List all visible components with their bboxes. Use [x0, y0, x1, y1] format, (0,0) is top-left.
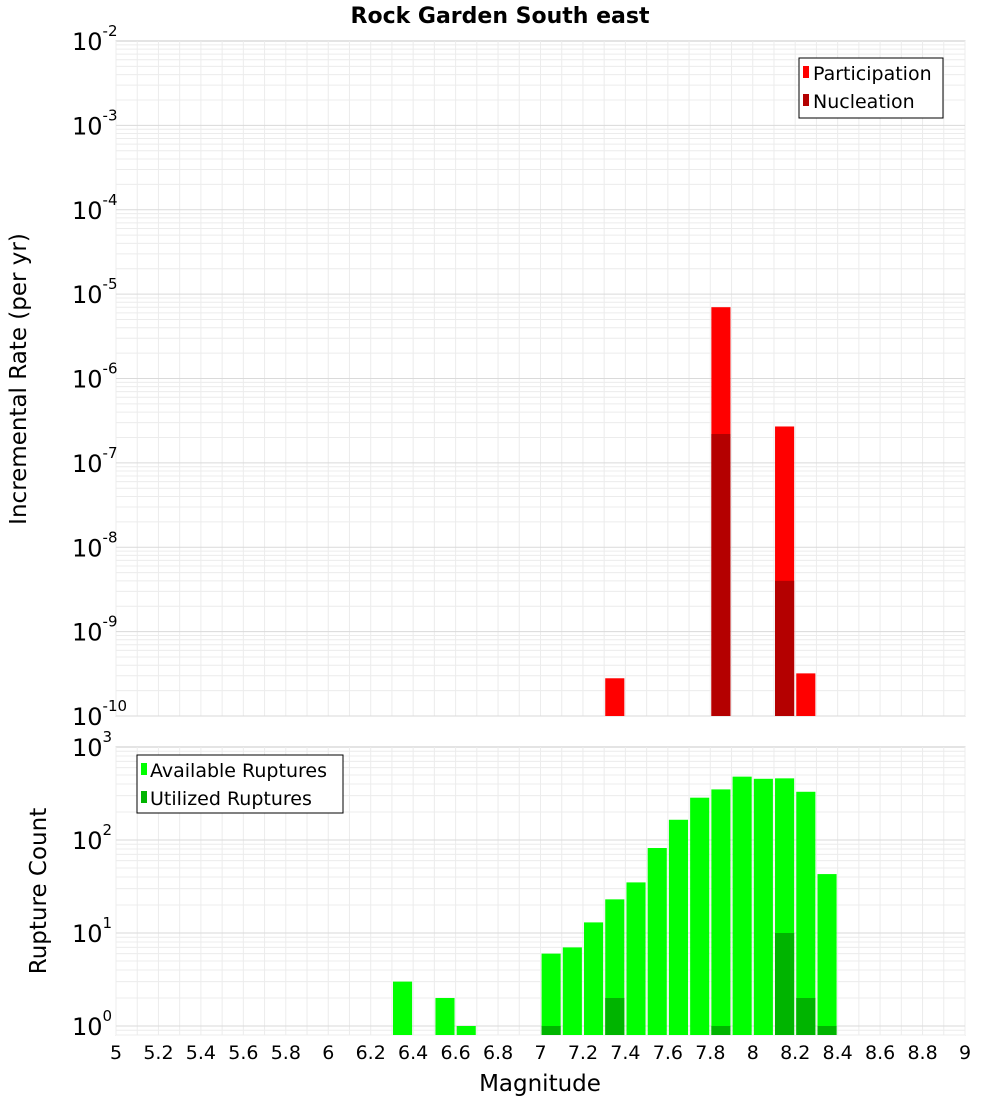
count-bar-available-ruptures	[562, 947, 582, 1035]
rate-legend: Participation Nucleation	[798, 57, 944, 119]
rate-y-tick-label: 10-2	[72, 22, 118, 56]
x-tick-label: 6.2	[356, 1042, 386, 1064]
rate-y-tick-label: 10-4	[72, 191, 118, 225]
x-tick-label: 5.4	[186, 1042, 216, 1064]
count-y-tick-label: 100	[72, 1007, 112, 1041]
rate-y-ticks: 10-10 10-9 10-8 10-7 10-6 10-5 10-4 10-3 10-2	[72, 22, 127, 731]
count-legend-box	[136, 754, 344, 814]
count-bar-available-ruptures	[732, 776, 752, 1035]
utilized-ruptures-legend-swatch	[141, 791, 147, 803]
x-tick-label: 5.8	[271, 1042, 301, 1064]
available-ruptures-legend-swatch	[141, 763, 147, 775]
rate-y-tick-label: 10-7	[72, 444, 118, 478]
participation-legend-swatch	[803, 66, 809, 78]
count-y-ticks: 100 101 102 103	[72, 728, 112, 1041]
count-bar-available-ruptures	[711, 789, 731, 1035]
nucleation-legend-swatch	[803, 94, 809, 106]
count-y-tick-label: 103	[72, 728, 112, 762]
nucleation-legend-label: Nucleation	[813, 91, 915, 113]
rate-bar-participation	[605, 678, 625, 716]
x-tick-label: 5	[110, 1042, 122, 1064]
count-bars	[392, 776, 837, 1035]
x-tick-label: 7.2	[568, 1042, 598, 1064]
x-tick-label: 7	[534, 1042, 546, 1064]
x-tick-label: 7.4	[610, 1042, 640, 1064]
rate-y-tick-label: 10-10	[72, 697, 127, 731]
x-tick-label: 7.8	[695, 1042, 725, 1064]
count-bar-available-ruptures	[392, 981, 413, 1035]
rate-y-tick-label: 10-8	[72, 528, 118, 562]
x-tick-label: 8	[747, 1042, 759, 1064]
rate-y-tick-label: 10-3	[72, 106, 118, 140]
x-tick-label: 8.4	[823, 1042, 853, 1064]
count-panel: 100 101 102 103 5 5.2 5.4 5.6 5.8 6 6.2 6.4 6.6 6.8 7…	[26, 728, 971, 1097]
rate-grid	[115, 41, 966, 717]
count-bar-utilized-ruptures	[711, 1025, 731, 1035]
count-bar-available-ruptures	[626, 882, 646, 1035]
count-bar-available-ruptures	[753, 778, 773, 1035]
count-y-tick-label: 101	[72, 914, 112, 948]
available-ruptures-legend-label: Available Ruptures	[150, 760, 327, 782]
rate-y-tick-label: 10-6	[72, 360, 118, 394]
count-bar-available-ruptures	[647, 848, 667, 1035]
count-bar-utilized-ruptures	[796, 997, 816, 1035]
participation-legend-label: Participation	[813, 63, 932, 85]
count-legend: Available Ruptures Utilized Ruptures	[136, 754, 344, 814]
x-tick-label: 8.6	[865, 1042, 895, 1064]
count-bar-available-ruptures	[456, 1025, 476, 1035]
magnitude-x-ticks: 5 5.2 5.4 5.6 5.8 6 6.2 6.4 6.6 6.8 7 7.2 7.4 7.6 7.8 8…	[110, 1042, 971, 1064]
x-axis-label: Magnitude	[479, 1071, 601, 1097]
rate-bar-nucleation	[775, 580, 795, 716]
x-tick-label: 6	[322, 1042, 334, 1064]
x-tick-label: 7.6	[653, 1042, 683, 1064]
x-tick-label: 8.8	[907, 1042, 937, 1064]
count-bar-available-ruptures	[817, 874, 837, 1035]
x-tick-label: 9	[959, 1042, 971, 1064]
utilized-ruptures-legend-label: Utilized Ruptures	[150, 788, 312, 810]
x-tick-label: 8.2	[780, 1042, 810, 1064]
count-bar-available-ruptures	[668, 819, 689, 1035]
x-tick-label: 6.8	[483, 1042, 513, 1064]
rate-bars	[605, 307, 816, 716]
rate-y-tick-label: 10-9	[72, 613, 118, 647]
rate-bar-participation	[796, 673, 816, 716]
count-bar-available-ruptures	[796, 791, 816, 1035]
count-bar-available-ruptures	[541, 953, 561, 1035]
count-y-tick-label: 102	[72, 821, 112, 855]
rate-bar-nucleation	[711, 433, 731, 716]
rate-panel: 10-10 10-9 10-8 10-7 10-6 10-5 10-4 10-3 10-2 In…	[6, 22, 966, 731]
count-bar-utilized-ruptures	[541, 1025, 561, 1035]
x-tick-label: 5.6	[228, 1042, 258, 1064]
count-bar-utilized-ruptures	[817, 1025, 837, 1035]
x-tick-label: 6.6	[440, 1042, 470, 1064]
count-bar-utilized-ruptures	[775, 932, 795, 1035]
count-bar-available-ruptures	[584, 922, 604, 1035]
x-tick-label: 5.2	[143, 1042, 173, 1064]
count-bar-utilized-ruptures	[605, 997, 625, 1035]
x-tick-label: 6.4	[398, 1042, 428, 1064]
rate-legend-box	[798, 57, 944, 119]
count-y-axis-label: Rupture Count	[26, 808, 52, 974]
rate-y-tick-label: 10-5	[72, 275, 118, 309]
count-bar-available-ruptures	[435, 997, 455, 1035]
count-bar-available-ruptures	[690, 797, 710, 1035]
chart-title: Rock Garden South east	[351, 4, 650, 29]
rate-y-axis-label: Incremental Rate (per yr)	[6, 233, 32, 525]
